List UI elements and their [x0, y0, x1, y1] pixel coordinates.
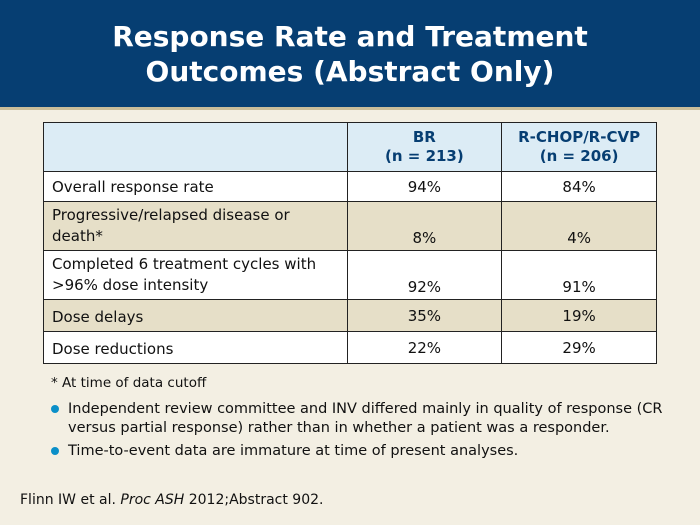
citation-authors: Flinn IW et al. [20, 492, 116, 508]
table-row: Progressive/relapsed disease or death* 8… [43, 201, 657, 251]
row-rchop-value: 84% [501, 171, 657, 202]
row-br-value: 92% [346, 250, 503, 300]
table-row: Completed 6 treatment cycles with >96% d… [43, 250, 657, 300]
row-label: Overall response rate [43, 171, 348, 202]
citation: Flinn IW et al. Proc ASH 2012;Abstract 9… [20, 492, 323, 508]
row-br-value: 8% [346, 201, 503, 251]
row-br-value: 22% [346, 331, 503, 364]
row-rchop-value: 29% [501, 331, 657, 364]
table-row: Dose delays 35% 19% [43, 299, 657, 332]
header-rchop-name: R-CHOP/R-CVP [518, 128, 641, 146]
bullet-text: Independent review committee and INV dif… [68, 401, 663, 436]
header-blank-cell [43, 122, 348, 172]
row-rchop-value: 19% [501, 299, 657, 332]
bullet-item: Independent review committee and INV dif… [51, 400, 671, 438]
row-label: Dose delays [43, 299, 348, 332]
bullet-dot-icon [51, 447, 59, 455]
row-br-value: 35% [346, 299, 503, 332]
row-rchop-value: 91% [501, 250, 657, 300]
citation-details: 2012;Abstract 902. [188, 492, 324, 508]
slide-title: Response Rate and Treatment Outcomes (Ab… [112, 19, 588, 88]
bullet-dot-icon [51, 405, 59, 413]
row-label: Progressive/relapsed disease or death* [43, 201, 348, 251]
row-br-value: 94% [346, 171, 503, 202]
title-banner: Response Rate and Treatment Outcomes (Ab… [0, 0, 700, 110]
header-br-n: (n = 213) [385, 147, 464, 165]
row-rchop-value: 4% [501, 201, 657, 251]
table-row: Overall response rate 94% 84% [43, 171, 657, 202]
row-label: Dose reductions [43, 331, 348, 364]
header-rchop: R-CHOP/R-CVP (n = 206) [501, 122, 657, 172]
bullet-item: Time-to-event data are immature at time … [51, 442, 671, 461]
header-rchop-n: (n = 206) [539, 147, 619, 165]
bullet-text: Time-to-event data are immature at time … [68, 443, 519, 459]
bullet-list: Independent review committee and INV dif… [51, 400, 671, 465]
outcomes-table: BR (n = 213) R-CHOP/R-CVP (n = 206) Over… [43, 122, 657, 364]
citation-journal: Proc ASH [120, 492, 185, 508]
header-br: BR (n = 213) [346, 122, 503, 172]
table-row: Dose reductions 22% 29% [43, 331, 657, 364]
table-header-row: BR (n = 213) R-CHOP/R-CVP (n = 206) [43, 122, 657, 172]
header-br-name: BR [412, 128, 436, 146]
table-footnote: * At time of data cutoff [51, 375, 207, 391]
row-label: Completed 6 treatment cycles with >96% d… [43, 250, 348, 300]
